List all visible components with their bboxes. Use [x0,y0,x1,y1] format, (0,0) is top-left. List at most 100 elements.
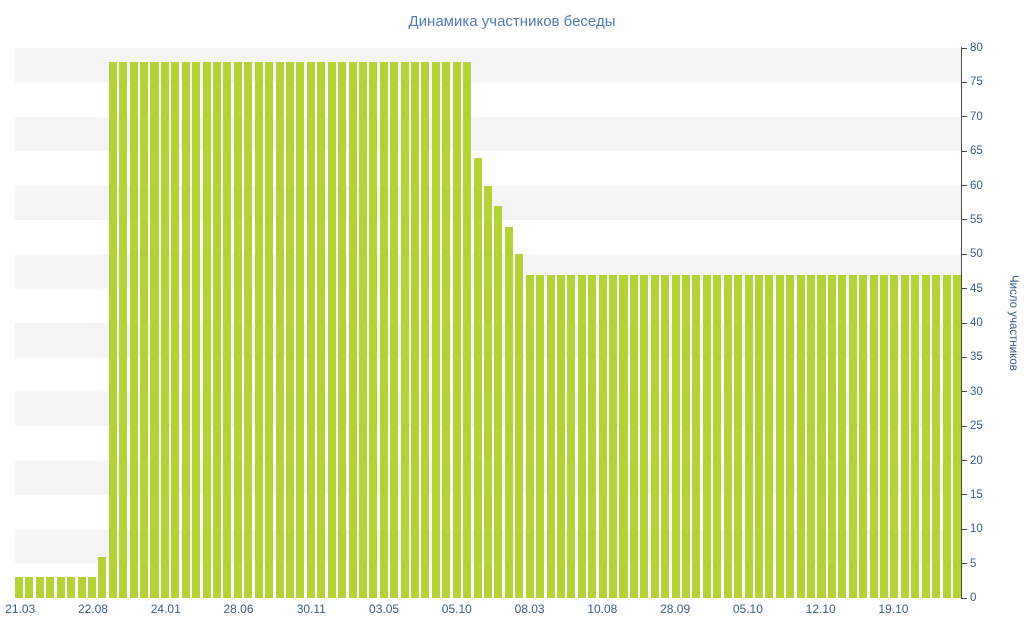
bar [171,61,180,598]
bar [129,61,138,598]
y-tick-label: 65 [970,145,983,158]
y-tick: 80 [962,42,983,54]
bar [786,274,795,598]
y-tick-mark [962,288,967,290]
bar [275,61,284,598]
bar [411,61,420,598]
bar [932,274,941,598]
y-tick: 15 [962,489,983,501]
bar [431,61,440,598]
bar [952,274,961,598]
bar [160,61,169,598]
y-tick-mark [962,460,967,461]
x-tick-label: 08.03 [514,602,545,616]
bar [338,61,347,598]
y-tick: 60 [962,180,983,192]
bar [546,274,555,598]
bar [473,158,482,598]
bar [369,61,378,598]
bar [504,226,513,598]
bar [483,185,493,598]
bar [921,274,930,598]
x-tick-label: 05.10 [732,602,763,616]
y-tick: 10 [962,523,983,535]
bars-container [15,48,961,598]
bar [869,274,878,598]
y-tick-mark [962,116,967,118]
bar [754,274,763,598]
y-tick: 25 [962,420,983,432]
bar [515,254,524,598]
y-tick-label: 25 [970,420,983,433]
y-tick: 50 [962,248,983,260]
y-tick-mark [962,425,967,427]
x-tick-label: 24.01 [150,602,181,616]
y-tick-label: 15 [970,488,983,501]
bar [682,274,691,598]
bar [140,61,149,598]
bar [827,274,836,598]
chart-title: Динамика участников беседы [408,13,616,30]
y-tick-label: 40 [970,317,983,329]
x-tick-label: 03.05 [369,602,400,616]
bar [723,274,732,598]
bar [463,61,472,598]
y-tick: 5 [962,558,976,570]
x-tick-label: 12.10 [805,602,836,616]
bar [859,274,868,598]
bar [213,61,222,598]
bar [56,577,65,598]
y-tick-mark [962,322,967,324]
y-tick: 55 [962,214,983,226]
bar [223,61,232,598]
bar [452,61,461,598]
bar [629,274,638,598]
bar [348,61,357,598]
y-tick-mark [962,597,967,599]
bar [640,274,649,598]
y-tick: 40 [962,317,983,329]
y-axis: 0 5 10 15 20 25 30 35 40 45 50 55 60 65 70 75 80 [962,42,1012,604]
bar [77,577,86,598]
bar [421,61,430,598]
bar [390,61,399,598]
y-tick-label: 20 [970,454,983,467]
bar [35,577,44,598]
y-tick-mark [962,253,967,255]
bar [702,274,711,598]
bar [556,274,565,598]
bar [244,61,253,598]
y-tick-mark [962,494,967,496]
bar [692,274,701,598]
x-tick-label: 22.08 [77,602,108,616]
bar [358,61,367,598]
bar [46,577,55,598]
bar [598,274,607,598]
bar [567,274,576,598]
bar [87,577,96,598]
bar [890,274,899,598]
y-tick-label: 10 [970,523,983,536]
bar [838,274,847,598]
bar [15,577,24,598]
y-tick-label: 35 [970,351,983,364]
x-tick-label: 19.10 [878,602,909,616]
bar [911,274,920,598]
bar [848,274,857,598]
bar [588,274,597,598]
bar [119,61,128,598]
bar [254,61,263,598]
bar [577,274,586,598]
bar [306,61,315,598]
bar [880,274,889,598]
bar [807,274,816,598]
bar [775,274,784,598]
y-axis-line [961,47,962,599]
bar [285,61,294,598]
y-tick: 45 [962,283,983,295]
bar [317,61,326,598]
bar [765,274,774,598]
y-axis-title: Число участников [1007,275,1019,371]
bar [942,274,951,598]
